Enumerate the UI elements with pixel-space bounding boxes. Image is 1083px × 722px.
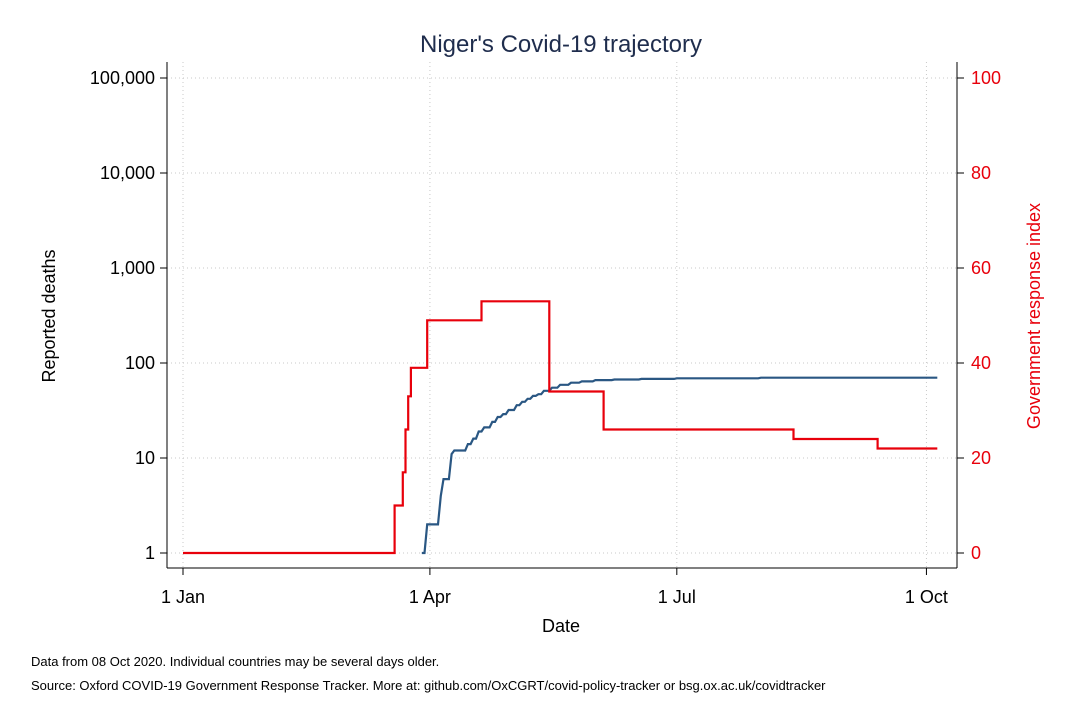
government-response-index-line: [183, 300, 938, 555]
labels: 1 10 100 1,000 10,000 100,000 0 20 40 60 80 100 1 Ja…: [90, 68, 1001, 607]
y-right-tick-label: 20: [971, 448, 991, 468]
axes: [160, 62, 964, 575]
y-right-tick-label: 80: [971, 163, 991, 183]
y-left-tick-label: 100: [125, 353, 155, 373]
x-axis-title: Date: [542, 616, 580, 636]
x-tick-label: 1 Jan: [161, 587, 205, 607]
y-right-tick-label: 40: [971, 353, 991, 373]
x-tick-label: 1 Apr: [409, 587, 451, 607]
series-layer: [183, 300, 938, 555]
chart-title: Niger's Covid-19 trajectory: [420, 31, 702, 58]
y-right-tick-label: 60: [971, 258, 991, 278]
y-right-tick-label: 0: [971, 543, 981, 563]
y-left-tick-label: 1: [145, 543, 155, 563]
y-right-tick-label: 100: [971, 68, 1001, 88]
x-tick-label: 1 Oct: [905, 587, 948, 607]
grid: [167, 62, 957, 568]
y-left-axis-title: Reported deaths: [39, 249, 59, 382]
y-left-tick-label: 10,000: [100, 163, 155, 183]
chart: 1 10 100 1,000 10,000 100,000 0 20 40 60 80 100 1 Ja…: [39, 31, 1044, 636]
y-right-axis-title: Government response index: [1024, 203, 1044, 429]
y-left-tick-label: 10: [135, 448, 155, 468]
data-note: Data from 08 Oct 2020. Individual countr…: [31, 654, 440, 669]
reported-deaths-line: [421, 376, 938, 555]
y-left-tick-label: 100,000: [90, 68, 155, 88]
y-left-tick-label: 1,000: [110, 258, 155, 278]
source-note: Source: Oxford COVID-19 Government Respo…: [31, 678, 826, 693]
x-tick-label: 1 Jul: [658, 587, 696, 607]
